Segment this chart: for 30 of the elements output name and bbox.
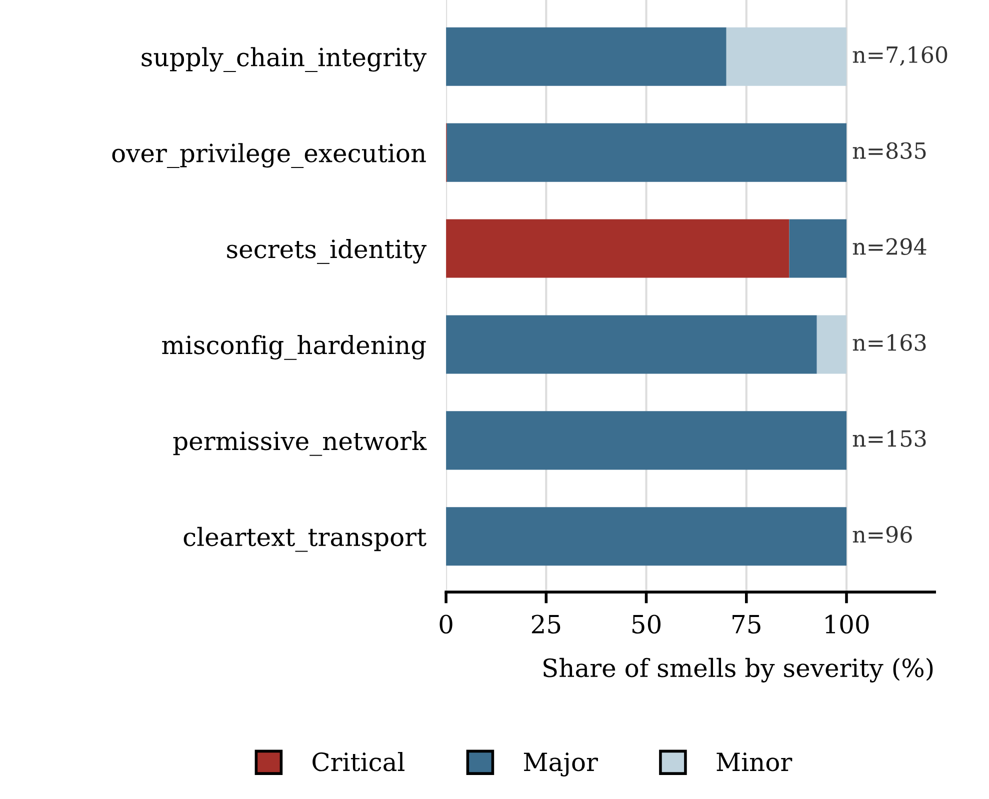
bar <box>446 27 726 86</box>
annotation: n=153 <box>852 430 926 447</box>
annotation: n=96 <box>852 526 912 543</box>
y-tick-label: misconfig_hardening <box>162 334 426 360</box>
y-tick-label: secrets_identity <box>227 239 427 264</box>
bar <box>446 507 847 566</box>
x-tick-label: 50 <box>632 614 661 634</box>
bar <box>446 219 790 278</box>
y-tick-label: over_privilege_execution <box>112 143 426 168</box>
annotation: n=163 <box>852 334 926 351</box>
annotation: n=835 <box>852 142 926 160</box>
x-tick-label: 0 <box>440 614 452 634</box>
legend-label: Major <box>524 752 598 776</box>
annotation: n=294 <box>852 238 926 255</box>
bar <box>816 315 847 374</box>
x-tick-label: 25 <box>532 614 560 634</box>
x-tick-label: 100 <box>826 614 869 634</box>
x-axis-title: Share of smells by severity (%) <box>544 658 933 682</box>
x-tick-label: 75 <box>732 615 760 634</box>
legend-label: Minor <box>716 752 792 772</box>
bar <box>789 219 847 278</box>
bar <box>446 315 817 374</box>
bar <box>446 123 847 182</box>
legend-label: Critical <box>312 752 404 772</box>
y-tick-label: cleartext_transport <box>184 526 426 552</box>
y-tick-label: supply_chain_integrity <box>142 47 427 72</box>
bar <box>726 27 847 86</box>
annotation: n=7,160 <box>852 46 948 66</box>
bar <box>446 411 847 470</box>
y-tick-label: permissive_network <box>173 430 427 456</box>
